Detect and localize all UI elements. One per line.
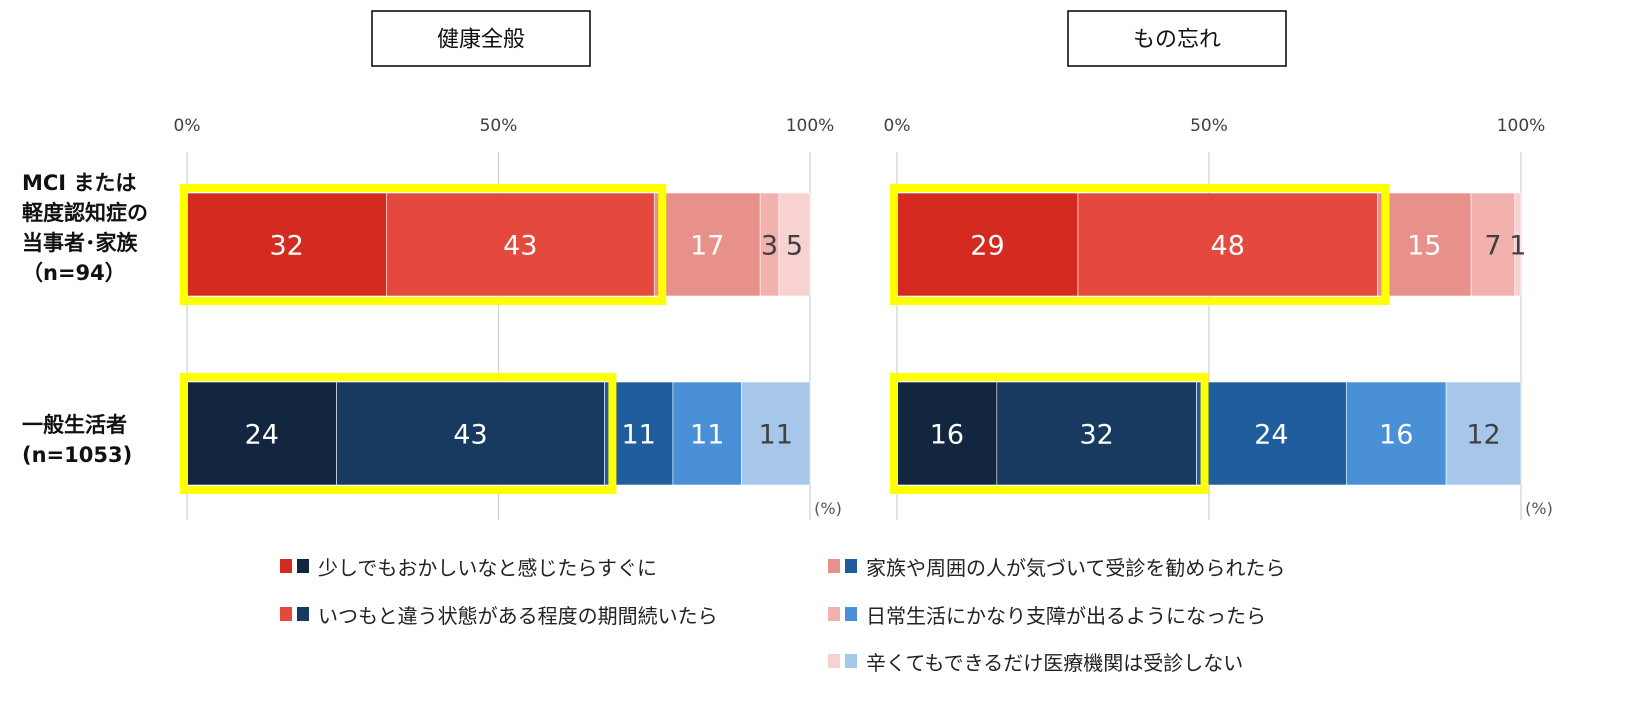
row-label: （n=94）	[22, 261, 126, 285]
x-tick-label: 0%	[174, 116, 201, 136]
bar-segment	[336, 381, 605, 486]
chart-title-box	[371, 10, 591, 67]
bar-value-label: 48	[1211, 231, 1245, 262]
bar-value-label: 3	[761, 231, 778, 262]
legend-swatch-red	[828, 559, 840, 573]
row-label: 軽度認知症の	[22, 201, 148, 225]
chart-title: 健康全般	[437, 28, 525, 53]
bar-value-label: 43	[453, 420, 487, 451]
bar-segment	[896, 192, 1079, 297]
bar-value-label: 5	[786, 231, 803, 262]
legend-swatch-red	[280, 559, 292, 573]
bar-value-label: 11	[621, 420, 655, 451]
x-tick-label: 100%	[786, 116, 835, 136]
legend-label: 日常生活にかなり支障が出るようになったら	[866, 604, 1266, 628]
bar-segment	[386, 192, 655, 297]
legend-swatch-blue	[845, 654, 857, 668]
chart-title: もの忘れ	[1133, 28, 1221, 53]
bar-segment	[186, 381, 337, 486]
bar-value-label: 43	[503, 231, 537, 262]
bar-segment	[996, 381, 1197, 486]
bar-value-label: 32	[270, 231, 304, 262]
bar-value-label: 16	[1379, 420, 1413, 451]
highlight-frame	[180, 373, 617, 494]
x-tick-label: 50%	[1190, 116, 1228, 136]
bar-value-label: 12	[1466, 420, 1500, 451]
highlight-frame	[890, 184, 1390, 305]
bar-value-label: 11	[690, 420, 724, 451]
row-label: MCI または	[22, 171, 136, 195]
row-label: 一般生活者	[22, 413, 127, 437]
bar-segment	[1345, 381, 1447, 486]
bar-segment	[778, 192, 811, 297]
bar-value-label: 11	[759, 420, 793, 451]
bar-value-label: 1	[1509, 231, 1526, 262]
unit-label: (%)	[814, 499, 842, 518]
bar-value-label: 29	[970, 231, 1004, 262]
bar-value-label: 24	[1254, 420, 1288, 451]
x-tick-label: 0%	[884, 116, 911, 136]
bar-segment	[186, 192, 387, 297]
bar-value-label: 15	[1407, 231, 1441, 262]
bar-segment	[653, 192, 761, 297]
bar-value-label: 32	[1080, 420, 1114, 451]
legend-label: いつもと違う状態がある程度の期間続いたら	[318, 604, 718, 628]
legend-swatch-blue	[845, 559, 857, 573]
legend-swatch-red	[828, 607, 840, 621]
chart-title-box	[1067, 10, 1287, 67]
bar-segment	[1196, 381, 1347, 486]
legend-swatch-blue	[297, 607, 309, 621]
x-tick-label: 50%	[480, 116, 518, 136]
legend-swatch-red	[828, 654, 840, 668]
bar-segment	[1470, 192, 1516, 297]
bar-segment	[1514, 192, 1522, 297]
legend-swatch-blue	[845, 607, 857, 621]
bar-segment	[896, 381, 998, 486]
highlight-frame	[180, 184, 667, 305]
bar-value-label: 24	[245, 420, 279, 451]
bar-value-label: 7	[1484, 231, 1501, 262]
highlight-frame	[890, 373, 1209, 494]
legend-label: 家族や周囲の人が気づいて受診を勧められたら	[866, 556, 1285, 580]
legend-swatch-blue	[297, 559, 309, 573]
x-tick-label: 100%	[1497, 116, 1546, 136]
bar-segment	[741, 381, 811, 486]
bar-segment	[672, 381, 742, 486]
bar-value-label: 16	[930, 420, 964, 451]
legend-swatch-red	[280, 607, 292, 621]
row-label: 当事者･家族	[22, 231, 138, 255]
row-label: (n=1053)	[22, 443, 132, 467]
bar-value-label: 17	[690, 231, 724, 262]
bar-segment	[1377, 192, 1472, 297]
bar-segment	[1077, 192, 1378, 297]
unit-label: (%)	[1525, 499, 1553, 518]
legend-label: 少しでもおかしいなと感じたらすぐに	[318, 556, 657, 580]
legend-label: 辛くてもできるだけ医療機関は受診しない	[866, 651, 1243, 675]
bar-segment	[1445, 381, 1522, 486]
